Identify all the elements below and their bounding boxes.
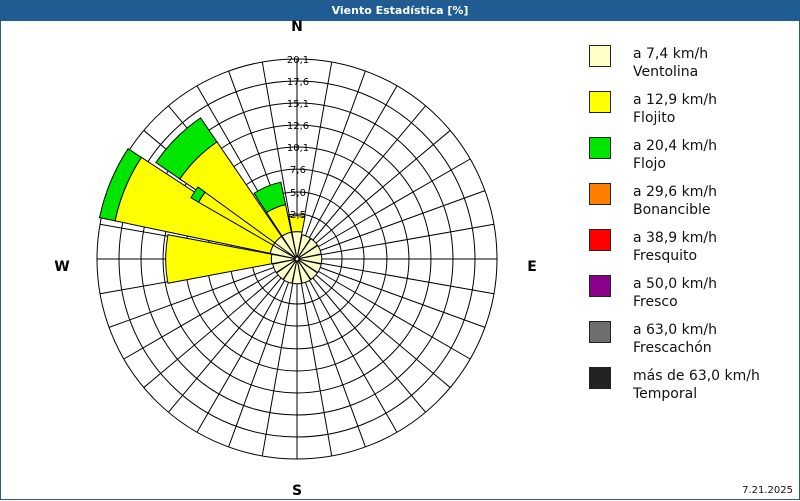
legend-name: Ventolina	[633, 64, 699, 80]
legend-item: a 7,4 km/h Ventolina	[589, 43, 794, 89]
wind-wedge	[165, 234, 273, 284]
legend-range: a 63,0 km/h	[633, 322, 717, 338]
legend-range: a 38,9 km/h	[633, 230, 717, 246]
wind-wedge	[288, 215, 306, 233]
wind-wedge	[296, 234, 312, 259]
grid-spoke	[318, 190, 486, 252]
grid-spoke	[318, 266, 486, 328]
legend-name: Flojo	[633, 156, 666, 172]
cardinal-label: E	[527, 259, 537, 275]
grid-spoke	[314, 130, 451, 245]
legend-swatch	[589, 137, 611, 159]
legend-swatch	[589, 91, 611, 113]
legend-name: Fresco	[633, 294, 678, 310]
ring-label: 17,6	[287, 77, 309, 88]
legend-swatch	[589, 367, 611, 389]
legend-range: a 50,0 km/h	[633, 276, 717, 292]
ring-label: 10,1	[287, 143, 309, 154]
grid-spoke	[261, 61, 294, 237]
wind-wedge	[297, 258, 322, 274]
grid-spoke	[308, 85, 398, 240]
grid-spoke	[143, 273, 280, 388]
legend-item: a 12,9 km/h Flojito	[589, 89, 794, 135]
legend-range: a 29,6 km/h	[633, 184, 717, 200]
cardinal-label: N	[291, 19, 303, 35]
grid-spoke	[308, 278, 398, 433]
wind-wedge	[253, 181, 287, 214]
legend-name: Frescachón	[633, 340, 712, 356]
legend-item: a 38,9 km/h Fresquito	[589, 227, 794, 273]
legend-item: a 50,0 km/h Fresco	[589, 273, 794, 319]
grid-spoke	[108, 266, 276, 328]
grid-spoke	[196, 278, 286, 433]
legend-name: Flojito	[633, 110, 676, 126]
wind-wedge	[298, 253, 323, 265]
grid-spoke	[228, 280, 290, 448]
legend-range: a 12,9 km/h	[633, 92, 717, 108]
legend-range: más de 63,0 km/h	[633, 368, 760, 384]
legend-name: Fresquito	[633, 248, 698, 264]
legend-item: a 29,6 km/h Bonancible	[589, 181, 794, 227]
wind-wedge	[272, 258, 297, 274]
grid-spoke	[311, 276, 426, 413]
grid-spoke	[316, 158, 471, 248]
grid-spoke	[300, 61, 333, 237]
wind-wedge	[282, 259, 298, 284]
legend-item: más de 63,0 km/h Temporal	[589, 365, 794, 411]
grid-spoke	[168, 276, 283, 413]
legend-item: a 20,4 km/h Flojo	[589, 135, 794, 181]
legend-item: a 63,0 km/h Frescachón	[589, 319, 794, 365]
wind-wedge	[291, 260, 303, 285]
cardinal-label: S	[292, 483, 302, 499]
legend-range: a 20,4 km/h	[633, 138, 717, 154]
grid-spoke	[311, 105, 426, 242]
wind-wedge	[275, 259, 297, 281]
grid-spoke	[314, 273, 451, 388]
wind-wedge	[297, 259, 319, 281]
wind-wedge	[296, 259, 312, 284]
wind-wedge	[297, 244, 322, 260]
legend-swatch	[589, 275, 611, 297]
grid-spoke	[300, 281, 333, 457]
legend-range: a 7,4 km/h	[633, 46, 709, 62]
grid-spoke	[123, 270, 278, 360]
ring-label: 12,6	[287, 121, 309, 132]
legend-name: Temporal	[633, 386, 698, 402]
legend-name: Bonancible	[633, 202, 711, 218]
cardinal-label: W	[54, 259, 69, 275]
wind-wedge	[297, 237, 319, 259]
grid-spoke	[261, 281, 294, 457]
window-title: Viento Estadística [%]	[1, 1, 799, 21]
legend-swatch	[589, 321, 611, 343]
grid-spoke	[304, 280, 366, 448]
ring-label: 15,1	[287, 99, 309, 110]
legend-swatch	[589, 45, 611, 67]
grid-spoke	[304, 70, 366, 238]
date-label: 7.21.2025	[742, 485, 793, 496]
ring-label: 5,0	[290, 188, 306, 199]
ring-label: 20,1	[287, 55, 309, 66]
grid-spoke	[319, 262, 495, 295]
grid-spoke	[316, 270, 471, 360]
ring-label: 7,6	[290, 165, 306, 176]
legend: a 7,4 km/h Ventolina a 12,9 km/h Flojito a 2…	[589, 43, 794, 411]
grid-spoke	[319, 223, 495, 256]
wind-wedge	[190, 186, 206, 203]
wind-wedge	[155, 117, 218, 180]
wind-wedge	[98, 147, 143, 222]
legend-swatch	[589, 229, 611, 251]
legend-swatch	[589, 183, 611, 205]
ring-label: 2,5	[290, 210, 306, 221]
